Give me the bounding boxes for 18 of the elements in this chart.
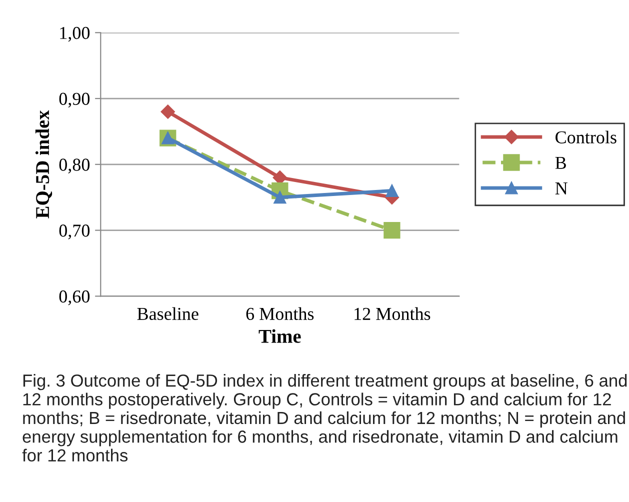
legend-label: N <box>555 182 568 194</box>
y-tick-label: 0,80 <box>59 158 90 174</box>
point <box>386 184 398 198</box>
point <box>384 222 400 239</box>
point <box>160 104 175 119</box>
y-tick-label: 0,70 <box>59 224 90 240</box>
y-tick-label: 1,00 <box>60 26 90 42</box>
y-axis-title: EQ-5D index <box>35 110 52 218</box>
x-tick-label: 6 Months <box>246 307 314 320</box>
x-tick-label: 12 Months <box>354 307 430 320</box>
point <box>274 191 286 204</box>
legend-label: Controls <box>556 130 616 144</box>
caption: Fig. 3 Outcome of EQ-5D index in different treatment groups at baseline, 6 and 12 months postoperatively. Group C, Controls = vitamin D and calcium for 12 months; B = risedronate, vitamin D and calcium for 12 months; N = protein and energy supplementation for 6 months, and risedronate, vitamin D and calcium for 12 months <box>22 374 627 462</box>
y-tick-label: 0,60 <box>59 290 90 306</box>
y-tick-label: 0,90 <box>59 92 90 108</box>
legend-label: B <box>555 156 566 169</box>
x-axis-title: Time <box>258 329 301 343</box>
x-tick-label: Baseline <box>137 307 198 320</box>
